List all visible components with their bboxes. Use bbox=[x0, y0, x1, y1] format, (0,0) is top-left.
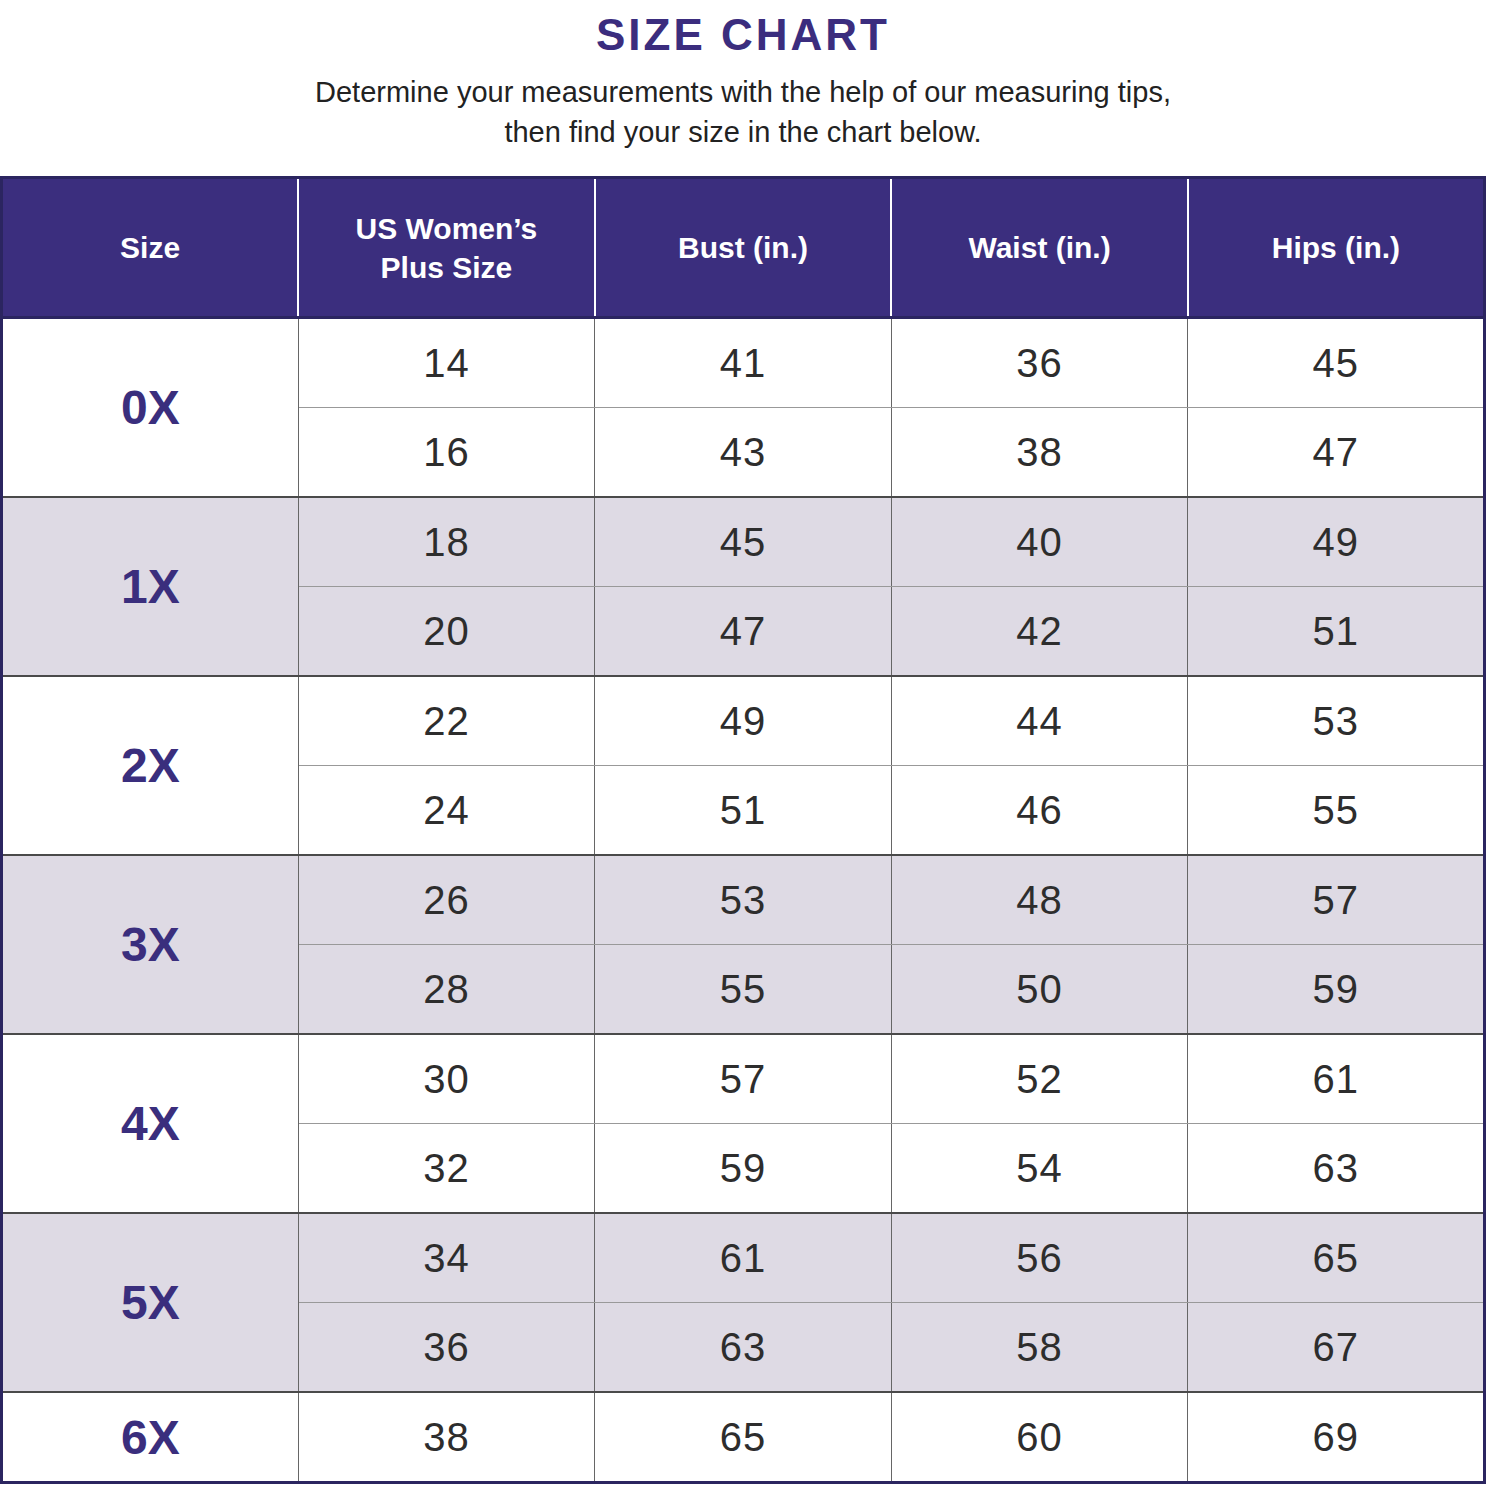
measurement-cell: 47 bbox=[1188, 408, 1485, 498]
size-group-label: 4X bbox=[2, 1034, 299, 1213]
measurement-cell: 52 bbox=[891, 1034, 1188, 1124]
measurement-cell: 49 bbox=[595, 676, 892, 766]
measurement-cell: 45 bbox=[595, 497, 892, 587]
measurement-cell: 30 bbox=[298, 1034, 595, 1124]
column-header: Waist (in.) bbox=[891, 178, 1188, 318]
size-chart-table: SizeUS Women’s Plus SizeBust (in.)Waist … bbox=[0, 176, 1486, 1484]
measurement-cell: 38 bbox=[891, 408, 1188, 498]
measurement-cell: 44 bbox=[891, 676, 1188, 766]
measurement-cell: 20 bbox=[298, 587, 595, 677]
table-row: 2X22494453 bbox=[2, 676, 1485, 766]
table-row: 6X38656069 bbox=[2, 1392, 1485, 1483]
measurement-cell: 65 bbox=[1188, 1213, 1485, 1303]
measurement-cell: 55 bbox=[1188, 766, 1485, 856]
table-row: 4X30575261 bbox=[2, 1034, 1485, 1124]
measurement-cell: 56 bbox=[891, 1213, 1188, 1303]
measurement-cell: 53 bbox=[1188, 676, 1485, 766]
measurement-cell: 58 bbox=[891, 1303, 1188, 1393]
size-table-body: 0X14413645164338471X18454049204742512X22… bbox=[2, 318, 1485, 1483]
measurement-cell: 63 bbox=[1188, 1124, 1485, 1214]
measurement-cell: 61 bbox=[1188, 1034, 1485, 1124]
size-group-label: 6X bbox=[2, 1392, 299, 1483]
table-row: 0X14413645 bbox=[2, 318, 1485, 408]
measurement-cell: 47 bbox=[595, 587, 892, 677]
measurement-cell: 69 bbox=[1188, 1392, 1485, 1483]
table-row: 1X18454049 bbox=[2, 497, 1485, 587]
size-group-label: 0X bbox=[2, 318, 299, 498]
table-row: 5X34615665 bbox=[2, 1213, 1485, 1303]
measurement-cell: 42 bbox=[891, 587, 1188, 677]
measurement-cell: 51 bbox=[595, 766, 892, 856]
measurement-cell: 55 bbox=[595, 945, 892, 1035]
column-header: US Women’s Plus Size bbox=[298, 178, 595, 318]
measurement-cell: 53 bbox=[595, 855, 892, 945]
measurement-cell: 43 bbox=[595, 408, 892, 498]
page-title: SIZE CHART bbox=[0, 10, 1486, 60]
measurement-cell: 24 bbox=[298, 766, 595, 856]
measurement-cell: 54 bbox=[891, 1124, 1188, 1214]
measurement-cell: 41 bbox=[595, 318, 892, 408]
measurement-cell: 60 bbox=[891, 1392, 1188, 1483]
column-header: Size bbox=[2, 178, 299, 318]
size-group-label: 2X bbox=[2, 676, 299, 855]
measurement-cell: 36 bbox=[298, 1303, 595, 1393]
size-table-head: SizeUS Women’s Plus SizeBust (in.)Waist … bbox=[2, 178, 1485, 318]
measurement-cell: 57 bbox=[1188, 855, 1485, 945]
subtitle-line-2: then find your size in the chart below. bbox=[0, 112, 1486, 152]
measurement-cell: 38 bbox=[298, 1392, 595, 1483]
measurement-cell: 59 bbox=[595, 1124, 892, 1214]
page-subtitle: Determine your measurements with the hel… bbox=[0, 72, 1486, 152]
measurement-cell: 34 bbox=[298, 1213, 595, 1303]
measurement-cell: 14 bbox=[298, 318, 595, 408]
measurement-cell: 36 bbox=[891, 318, 1188, 408]
measurement-cell: 61 bbox=[595, 1213, 892, 1303]
measurement-cell: 48 bbox=[891, 855, 1188, 945]
column-header: Bust (in.) bbox=[595, 178, 892, 318]
measurement-cell: 32 bbox=[298, 1124, 595, 1214]
size-table-head-row: SizeUS Women’s Plus SizeBust (in.)Waist … bbox=[2, 178, 1485, 318]
measurement-cell: 51 bbox=[1188, 587, 1485, 677]
size-chart-page: SIZE CHART Determine your measurements w… bbox=[0, 10, 1486, 1500]
size-group-label: 3X bbox=[2, 855, 299, 1034]
subtitle-line-1: Determine your measurements with the hel… bbox=[0, 72, 1486, 112]
measurement-cell: 49 bbox=[1188, 497, 1485, 587]
measurement-cell: 28 bbox=[298, 945, 595, 1035]
measurement-cell: 45 bbox=[1188, 318, 1485, 408]
measurement-cell: 63 bbox=[595, 1303, 892, 1393]
measurement-cell: 59 bbox=[1188, 945, 1485, 1035]
measurement-cell: 46 bbox=[891, 766, 1188, 856]
column-header: Hips (in.) bbox=[1188, 178, 1485, 318]
measurement-cell: 65 bbox=[595, 1392, 892, 1483]
size-group-label: 1X bbox=[2, 497, 299, 676]
measurement-cell: 50 bbox=[891, 945, 1188, 1035]
size-group-label: 5X bbox=[2, 1213, 299, 1392]
table-row: 3X26534857 bbox=[2, 855, 1485, 945]
measurement-cell: 22 bbox=[298, 676, 595, 766]
measurement-cell: 57 bbox=[595, 1034, 892, 1124]
measurement-cell: 16 bbox=[298, 408, 595, 498]
measurement-cell: 67 bbox=[1188, 1303, 1485, 1393]
measurement-cell: 26 bbox=[298, 855, 595, 945]
measurement-cell: 40 bbox=[891, 497, 1188, 587]
measurement-cell: 18 bbox=[298, 497, 595, 587]
